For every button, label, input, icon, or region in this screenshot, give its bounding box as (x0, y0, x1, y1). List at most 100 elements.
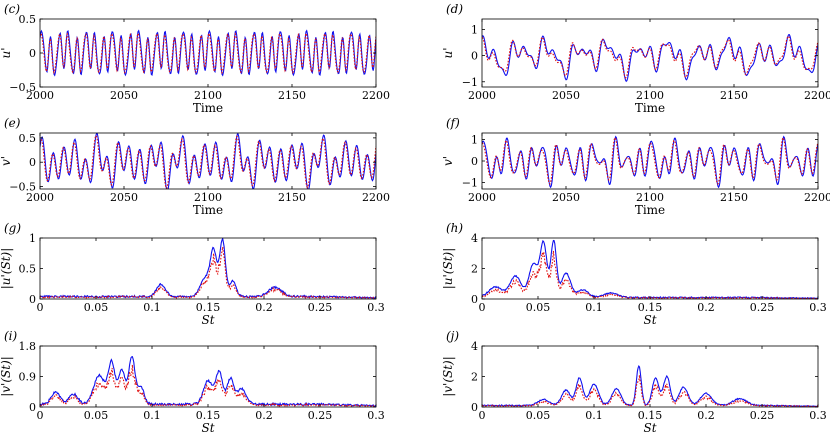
y-tick-label: 1 (471, 133, 478, 146)
x-axis-label: St (643, 421, 656, 435)
x-tick-label: 2000 (468, 191, 496, 204)
x-tick-label: 0 (479, 301, 486, 314)
x-tick-label: 0.3 (367, 301, 385, 314)
y-tick-label: −1 (462, 76, 478, 89)
x-tick-label: 0.25 (750, 301, 775, 314)
panel-f: 2000 2050 2100 2150 2200 −1 0 1 Time v' (f) (441, 116, 830, 217)
axes-frame (481, 237, 819, 300)
panel-label: (j) (446, 329, 459, 343)
x-tick-label: 0.25 (308, 409, 333, 422)
axes-frame (481, 132, 819, 190)
x-tick-label: 0.15 (638, 409, 663, 422)
x-tick-label: 0 (37, 301, 44, 314)
x-axis-label: Time (635, 101, 665, 115)
panel-label: (e) (4, 116, 21, 130)
x-tick-label: 0.15 (196, 301, 221, 314)
x-tick-label: 2200 (362, 89, 390, 102)
x-tick-label: 2050 (110, 89, 138, 102)
x-axis-label: Time (193, 101, 223, 115)
y-axis-label: v' (441, 156, 455, 166)
x-tick-label: 0.05 (526, 301, 551, 314)
series-line-dotted (482, 136, 818, 185)
x-tick-label: 0.05 (84, 301, 109, 314)
x-tick-label: 2150 (720, 89, 748, 102)
x-tick-label: 0.1 (585, 301, 603, 314)
x-tick-label: 0 (479, 409, 486, 422)
y-tick-label: 0 (29, 47, 36, 60)
x-axis-label: St (201, 421, 214, 435)
series-line-solid (482, 33, 818, 83)
series-line-dotted (482, 375, 818, 407)
x-axis-label: St (643, 313, 656, 327)
y-tick-label: 0 (471, 401, 478, 414)
series-line-dotted (40, 31, 376, 75)
x-tick-label: 2150 (278, 89, 306, 102)
x-tick-label: 2100 (194, 89, 222, 102)
y-axis-label: |v'(St)| (0, 356, 13, 397)
y-axis-label: v' (0, 156, 13, 166)
panel-label: (g) (4, 221, 21, 235)
y-axis-label: u' (0, 47, 13, 58)
panel-c: 2000 2050 2100 2150 2200 −0.5 0 0.5 Time u' (c) (0, 2, 390, 115)
series-line-solid (40, 133, 376, 189)
x-tick-label: 0.05 (84, 409, 109, 422)
axes-frame (39, 18, 377, 88)
x-tick-label: 0.2 (255, 409, 273, 422)
x-axis-label: Time (193, 203, 223, 217)
x-tick-label: 2000 (26, 191, 54, 204)
x-tick-label: 2050 (552, 89, 580, 102)
x-tick-label: 0.05 (526, 409, 551, 422)
panel-label: (h) (446, 221, 463, 235)
x-tick-label: 2200 (804, 89, 830, 102)
x-tick-label: 0.2 (255, 301, 273, 314)
x-axis-label: Time (635, 203, 665, 217)
x-tick-label: 0.1 (143, 409, 161, 422)
x-tick-label: 0.2 (697, 301, 715, 314)
x-tick-label: 0.1 (143, 301, 161, 314)
x-tick-label: 2050 (552, 191, 580, 204)
y-axis-label: |u'(St)| (441, 248, 455, 290)
panel-label: (i) (4, 329, 18, 343)
x-tick-label: 0.25 (308, 301, 333, 314)
y-tick-label: 1 (471, 23, 478, 36)
series-line-dotted (40, 246, 376, 299)
y-tick-label: 0 (471, 155, 478, 168)
y-tick-label: 0.5 (19, 13, 37, 26)
y-tick-label: 0 (29, 293, 36, 306)
series-line-dotted (482, 250, 818, 299)
y-axis-label: |u'(St)| (0, 248, 13, 290)
panel-g: 0 0.05 0.1 0.15 0.2 0.25 0.3 0 0.5 1 St |u'(St)| (g) (0, 221, 385, 327)
x-tick-label: 0.3 (367, 409, 385, 422)
y-axis-label: |v'(St)| (441, 356, 455, 397)
x-tick-label: 0.15 (196, 409, 221, 422)
x-tick-label: 0.15 (638, 301, 663, 314)
x-tick-label: 0.25 (750, 409, 775, 422)
y-axis-label: u' (441, 47, 455, 58)
y-tick-label: 4 (471, 340, 478, 353)
y-tick-label: 0 (471, 50, 478, 63)
panel-i: 0 0.05 0.1 0.15 0.2 0.25 0.3 0 0.9 1.8 St |v'(St)| (… (0, 329, 385, 435)
y-tick-label: −1 (462, 177, 478, 190)
series-line-dotted (40, 364, 376, 407)
series-line-solid (40, 238, 376, 299)
series-line-solid (482, 364, 818, 407)
x-tick-label: 2100 (194, 191, 222, 204)
x-tick-label: 0 (37, 409, 44, 422)
x-tick-label: 2100 (636, 191, 664, 204)
x-axis-label: St (201, 313, 214, 327)
series-line-dotted (40, 134, 376, 189)
series-line-solid (482, 239, 818, 299)
y-tick-label: −0.5 (9, 181, 36, 194)
panel-j: 0 0.05 0.1 0.15 0.2 0.25 0.3 0 2 4 St |v'(St)| (j) (441, 329, 827, 435)
x-tick-label: 2150 (720, 191, 748, 204)
x-tick-label: 0.3 (809, 301, 827, 314)
x-tick-label: 0.1 (585, 409, 603, 422)
axes-frame (39, 237, 377, 300)
panel-label: (d) (446, 2, 463, 16)
x-tick-label: 2200 (804, 191, 830, 204)
y-tick-label: 2 (471, 371, 478, 384)
y-tick-label: 0 (29, 401, 36, 414)
y-tick-label: 0.9 (19, 371, 37, 384)
y-tick-label: 4 (471, 232, 478, 245)
